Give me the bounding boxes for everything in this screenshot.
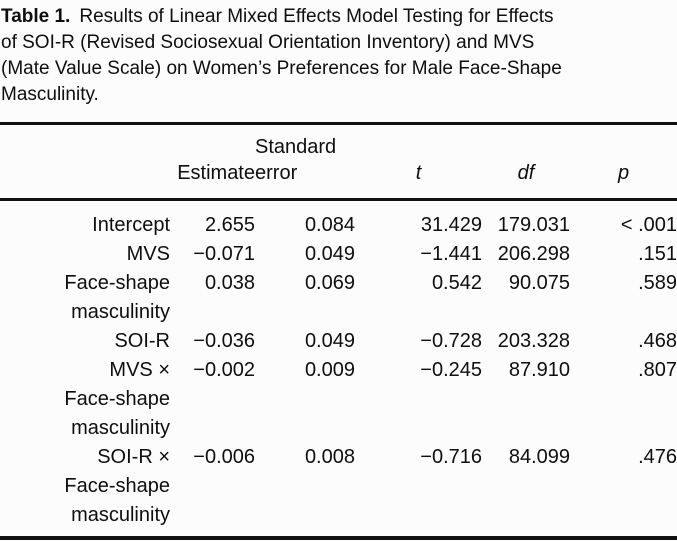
estimate-cell: −0.006	[193, 446, 255, 468]
t-cell: −0.728	[420, 330, 482, 352]
row-label: MVS	[126, 243, 170, 265]
estimate-cell: −0.002	[193, 359, 255, 381]
table-row-intercept: Intercept 2.655 0.084 31.429 179.031 < .…	[0, 200, 677, 241]
df-cell: 206.298	[497, 243, 570, 265]
table-row-soi-r: SOI-R −0.036 0.049 −0.728 203.328 .468	[0, 327, 677, 356]
caption-line: Masculinity.	[1, 84, 99, 105]
df-cell: 84.099	[508, 446, 570, 468]
t-cell: 31.429	[420, 214, 482, 236]
df-cell: 179.031	[497, 214, 570, 236]
caption-text: Results of Linear Mixed Effects Model Te…	[79, 6, 554, 27]
table-row-mvs-x-face-shape-masculinity: MVS × Face-shape masculinity −0.002 0.00…	[0, 356, 677, 443]
p-cell: < .001	[620, 214, 677, 236]
standard-error-cell: 0.009	[304, 359, 355, 381]
t-cell: 0.542	[431, 272, 482, 294]
table-number: Table 1.	[1, 6, 71, 27]
header-row: Estimate Standard error t df p	[0, 123, 677, 201]
column-header-estimate: Estimate	[170, 123, 255, 201]
table-header: Estimate Standard error t df p	[0, 123, 677, 201]
p-cell: .476	[638, 446, 677, 468]
table-row-soi-r-x-face-shape-masculinity: SOI-R × Face-shape masculinity −0.006 0.…	[0, 443, 677, 538]
standard-error-cell: 0.049	[304, 330, 355, 352]
t-cell: −1.441	[420, 243, 482, 265]
t-cell: −0.716	[420, 446, 482, 468]
estimate-cell: −0.071	[193, 243, 255, 265]
p-cell: .468	[638, 330, 677, 352]
column-header-t: t	[355, 123, 482, 201]
estimate-cell: −0.036	[193, 330, 255, 352]
row-label: SOI-R	[114, 330, 170, 352]
column-header-standard-error: Standard error	[255, 123, 355, 201]
caption-line: Table 1. Results of Linear Mixed Effects …	[1, 4, 677, 30]
table-body: Intercept 2.655 0.084 31.429 179.031 < .…	[0, 200, 677, 539]
p-cell: .589	[638, 272, 677, 294]
row-label: SOI-R × Face-shape masculinity	[64, 446, 170, 526]
p-cell: .807	[638, 359, 677, 381]
column-header-df: df	[482, 123, 570, 201]
column-header-p: p	[570, 123, 677, 201]
df-cell: 87.910	[508, 359, 570, 381]
column-header-empty	[0, 123, 170, 201]
standard-error-cell: 0.049	[304, 243, 355, 265]
row-label: Face-shape masculinity	[64, 272, 170, 323]
results-table: Estimate Standard error t df p Intercept…	[0, 122, 677, 540]
estimate-cell: 2.655	[204, 214, 255, 236]
df-cell: 203.328	[497, 330, 570, 352]
standard-error-cell: 0.084	[304, 214, 355, 236]
t-cell: −0.245	[420, 359, 482, 381]
standard-error-cell: 0.008	[304, 446, 355, 468]
row-label: Intercept	[92, 214, 170, 236]
estimate-cell: 0.038	[204, 272, 255, 294]
df-cell: 90.075	[508, 272, 570, 294]
table-caption: Table 1. Results of Linear Mixed Effects …	[0, 0, 677, 108]
p-cell: .151	[638, 243, 677, 265]
caption-line: of SOI-R (Revised Sociosexual Orientatio…	[1, 32, 535, 53]
table-row-mvs: MVS −0.071 0.049 −1.441 206.298 .151	[0, 240, 677, 269]
caption-line: (Mate Value Scale) on Women’s Preference…	[1, 58, 562, 79]
row-label: MVS × Face-shape masculinity	[64, 359, 170, 439]
standard-error-cell: 0.069	[304, 272, 355, 294]
table-row-face-shape-masculinity: Face-shape masculinity 0.038 0.069 0.542…	[0, 269, 677, 327]
